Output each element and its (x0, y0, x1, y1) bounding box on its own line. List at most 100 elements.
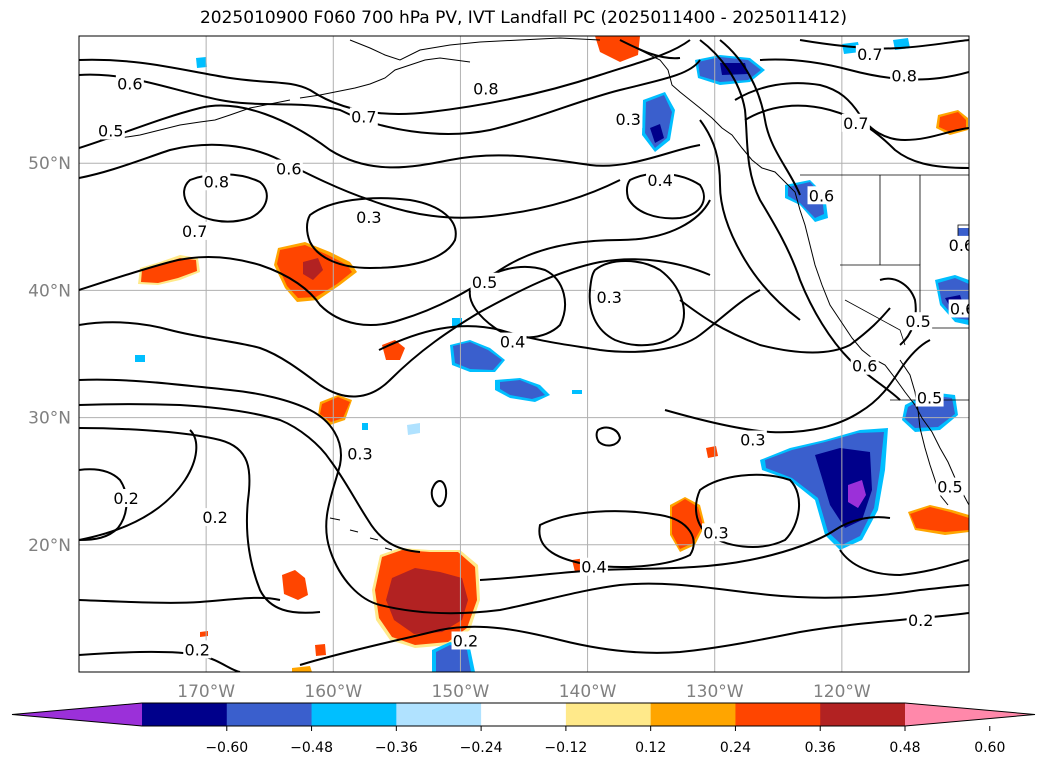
contour-label: 0.7 (843, 114, 868, 133)
colorbar: −0.60 −0.48 −0.36 −0.24 −0.12 0.12 0.24 0.36 0.4… (11, 702, 1036, 756)
colorbar-tick-label: 0.12 (635, 740, 666, 756)
map-frame (78, 35, 970, 673)
lon-tick-label: 170°W (177, 682, 235, 702)
lon-tick-label: 130°W (686, 682, 744, 702)
lon-tick-label: 140°W (559, 682, 617, 702)
contour-label: 0.6 (950, 299, 975, 318)
contour-label: 0.7 (857, 45, 882, 64)
colorbar-tick-label: −0.36 (375, 740, 418, 756)
contour-label-bg (498, 332, 527, 351)
pv-contours (79, 39, 969, 672)
colorbar-tick-label: −0.48 (290, 740, 333, 756)
contour-label-bg (354, 207, 383, 226)
colorbar-segment (481, 703, 567, 726)
map-plot-area: 0.6 0.5 0.7 0.8 0.6 0.8 0.7 0.3 0.4 0.5 0.3 0.4 0.3 0… (79, 36, 975, 672)
colorbar-tick-label: 0.60 (974, 740, 1005, 756)
contour-label-bg (345, 444, 374, 463)
contour-label: 0.2 (453, 631, 478, 650)
colorbar-segment (142, 703, 228, 726)
contour-label: 0.6 (809, 186, 834, 205)
map-title: 2025010900 F060 700 hPa PV, IVT Landfall… (199, 8, 847, 28)
contour-label: 0.8 (473, 79, 498, 98)
contour-label: 0.7 (182, 222, 207, 241)
lon-tick-label: 120°W (813, 682, 871, 702)
contour-label-bg (112, 489, 141, 508)
colorbar-segment (226, 703, 313, 726)
colorbar-extend-max (905, 703, 1035, 726)
lat-tick-label: 20°N (28, 536, 71, 556)
contour-label-bg (96, 121, 125, 140)
contour-labels: 0.6 0.5 0.7 0.8 0.6 0.8 0.7 0.3 0.4 0.5 0.3 0.4 0.3 0… (96, 45, 975, 659)
colorbar-tick-label: 0.48 (889, 740, 920, 756)
contour-label: 0.3 (596, 288, 621, 307)
contour-label: 0.8 (891, 67, 916, 86)
contour-label: 0.5 (937, 478, 962, 497)
contour-label-bg (646, 171, 675, 190)
contour-label: 0.2 (908, 611, 933, 630)
contour-label: 0.2 (202, 508, 227, 527)
contour-label-bg (274, 159, 303, 178)
colorbar-tick-label: 0.36 (805, 740, 836, 756)
lat-tick-label: 30°N (28, 409, 71, 429)
contour-label-bg (948, 299, 969, 318)
lat-tick-label: 50°N (28, 154, 71, 174)
contour-label-bg (935, 477, 964, 496)
colorbar-tick-label: −0.24 (460, 740, 503, 756)
contour-label-bg (579, 557, 608, 576)
contour-label: 0.5 (917, 389, 942, 408)
contour-label-bg (904, 312, 933, 331)
contour-label-bg (180, 221, 209, 240)
lon-tick-label: 150°W (432, 682, 490, 702)
contour-label: 0.3 (347, 444, 372, 463)
contour-label: 0.6 (852, 357, 877, 376)
contour-label-bg (183, 640, 212, 659)
contour-label: 0.6 (949, 236, 974, 255)
contour-label: 0.7 (351, 107, 376, 126)
colorbar-segment (565, 703, 652, 726)
contour-label-bg (470, 272, 499, 291)
political-borders (800, 174, 969, 401)
contour-label-bg (906, 611, 935, 630)
contour-label: 0.5 (472, 273, 497, 292)
contour-label-bg (807, 186, 836, 205)
contour-label-bg (890, 66, 919, 85)
contour-label: 0.5 (98, 121, 123, 140)
contour-label: 0.2 (113, 489, 138, 508)
latitude-labels: 50°N 40°N 30°N 20°N (28, 154, 71, 556)
colorbar-tick-label: 0.24 (720, 740, 751, 756)
contour-label-bg (841, 113, 870, 132)
contour-label: 0.3 (616, 110, 641, 129)
contour-label-bg (115, 74, 144, 93)
colorbar-segment (396, 703, 482, 726)
lat-tick-label: 40°N (28, 281, 71, 301)
contour-label: 0.4 (647, 171, 672, 190)
colorbar-extend-min (12, 703, 142, 726)
colorbar-segment (735, 703, 821, 726)
contour-label-bg (614, 109, 643, 128)
contour-label-bg (947, 235, 969, 254)
colorbar-outline (11, 702, 1036, 727)
contour-label: 0.6 (276, 160, 301, 179)
lon-tick-label: 160°W (304, 682, 362, 702)
contour-label-bg (915, 388, 944, 407)
colorbar-segment (650, 703, 736, 726)
contour-label: 0.3 (740, 430, 765, 449)
positive-pv-shading (138, 36, 969, 672)
contour-label-bg (451, 631, 480, 650)
contour-label-bg (701, 523, 730, 542)
contour-label-bg (471, 79, 500, 98)
contour-label-bg (855, 45, 884, 64)
contour-label-bg (595, 288, 624, 307)
contour-label-bg (201, 508, 230, 527)
contour-label: 0.5 (905, 312, 930, 331)
contour-label: 0.6 (117, 74, 142, 93)
contour-label-bg (738, 430, 767, 449)
contour-label: 0.3 (703, 523, 728, 542)
contour-label-bg (850, 356, 879, 375)
contour-label: 0.4 (581, 558, 606, 577)
graticule (79, 36, 969, 672)
contour-label: 0.8 (204, 172, 229, 191)
contour-label: 0.3 (356, 208, 381, 227)
contour-label: 0.2 (185, 640, 210, 659)
